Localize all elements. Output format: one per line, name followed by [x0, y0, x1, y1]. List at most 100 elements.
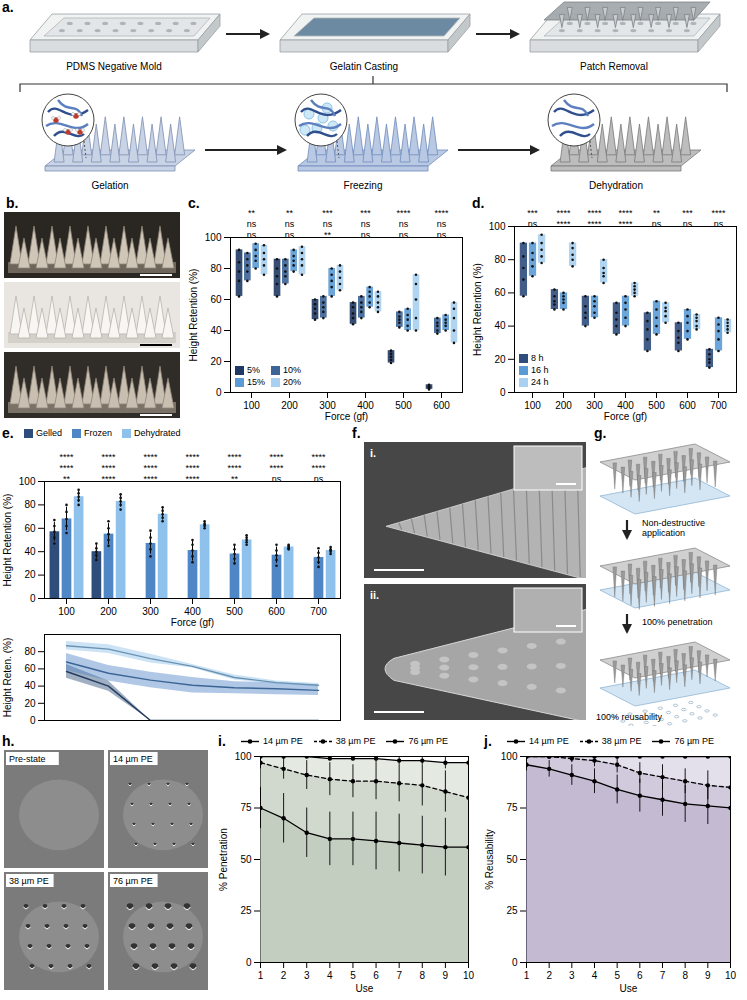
svg-text:****: **** — [185, 463, 200, 473]
svg-text:ns: ns — [652, 219, 662, 229]
svg-text:Force (gf): Force (gf) — [604, 411, 647, 422]
svg-text:6: 6 — [373, 970, 379, 981]
svg-text:****: **** — [59, 463, 74, 473]
svg-text:**: ** — [324, 230, 332, 240]
svg-text:ns: ns — [399, 230, 409, 240]
svg-text:**: ** — [653, 208, 661, 218]
svg-text:20: 20 — [494, 354, 506, 365]
svg-text:ns: ns — [437, 230, 447, 240]
svg-text:Use: Use — [620, 983, 638, 994]
svg-text:****: **** — [185, 474, 200, 484]
svg-text:2: 2 — [546, 970, 552, 981]
svg-text:20: 20 — [24, 698, 36, 709]
svg-text:76 µm PE: 76 µm PE — [113, 876, 153, 886]
svg-text:****: **** — [101, 474, 116, 484]
svg-text:***: *** — [322, 208, 333, 218]
svg-text:8: 8 — [419, 970, 425, 981]
svg-text:5: 5 — [614, 970, 620, 981]
svg-text:100: 100 — [243, 400, 260, 411]
svg-text:****: **** — [711, 208, 726, 218]
svg-text:****: **** — [434, 208, 449, 218]
svg-text:100: 100 — [58, 606, 75, 617]
svg-text:**: ** — [231, 474, 239, 484]
svg-text:****: **** — [227, 452, 242, 462]
svg-text:1: 1 — [258, 970, 264, 981]
svg-text:****: **** — [59, 452, 74, 462]
svg-text:Force (gf): Force (gf) — [171, 617, 214, 628]
svg-text:75: 75 — [240, 802, 252, 813]
svg-text:0: 0 — [216, 387, 222, 398]
svg-text:100: 100 — [19, 476, 36, 487]
svg-text:****: **** — [311, 452, 326, 462]
svg-text:40: 40 — [24, 680, 36, 691]
svg-text:Height Reten. (%): Height Reten. (%) — [2, 638, 13, 717]
svg-text:600: 600 — [679, 400, 696, 411]
svg-text:***: *** — [527, 208, 538, 218]
svg-text:0: 0 — [30, 715, 36, 726]
svg-text:ii.: ii. — [370, 589, 379, 601]
svg-text:% Penetration: % Penetration — [218, 828, 229, 891]
svg-text:Pre-state: Pre-state — [9, 754, 46, 764]
svg-text:ns: ns — [285, 230, 295, 240]
svg-text:9: 9 — [443, 970, 449, 981]
svg-text:20: 20 — [24, 569, 36, 580]
svg-text:Gelation: Gelation — [91, 180, 128, 191]
svg-text:Gelatin Casting: Gelatin Casting — [330, 61, 398, 72]
svg-text:ns: ns — [314, 474, 324, 484]
svg-text:100% penetration: 100% penetration — [642, 617, 713, 627]
svg-text:****: **** — [143, 452, 158, 462]
svg-text:**: ** — [286, 208, 294, 218]
svg-text:80: 80 — [24, 646, 36, 657]
svg-text:300: 300 — [142, 606, 159, 617]
svg-text:0: 0 — [246, 957, 252, 968]
svg-text:60: 60 — [494, 287, 506, 298]
svg-text:100: 100 — [235, 751, 252, 762]
svg-text:***: *** — [360, 208, 371, 218]
svg-text:500: 500 — [226, 606, 243, 617]
svg-text:Dehydration: Dehydration — [589, 180, 643, 191]
svg-text:80: 80 — [494, 254, 506, 265]
svg-text:7: 7 — [660, 970, 666, 981]
svg-text:600: 600 — [268, 606, 285, 617]
svg-text:ns: ns — [361, 230, 371, 240]
svg-text:700: 700 — [310, 606, 327, 617]
svg-text:8: 8 — [682, 970, 688, 981]
svg-text:ns: ns — [323, 219, 333, 229]
svg-text:Height Retention (%): Height Retention (%) — [472, 263, 483, 356]
svg-text:Non-destructiveapplication: Non-destructiveapplication — [642, 518, 705, 538]
svg-text:25: 25 — [240, 905, 252, 916]
svg-text:600: 600 — [433, 400, 450, 411]
svg-text:25: 25 — [506, 905, 518, 916]
svg-text:****: **** — [185, 452, 200, 462]
svg-text:10: 10 — [725, 970, 737, 981]
svg-text:60: 60 — [210, 294, 222, 305]
svg-text:700: 700 — [710, 400, 727, 411]
svg-text:PDMS Negative Mold: PDMS Negative Mold — [66, 61, 162, 72]
svg-text:400: 400 — [184, 606, 201, 617]
svg-text:500: 500 — [395, 400, 412, 411]
svg-text:ns: ns — [714, 219, 724, 229]
svg-text:ns: ns — [683, 219, 693, 229]
svg-text:****: **** — [618, 219, 633, 229]
svg-text:ns: ns — [361, 219, 371, 229]
svg-text:ns: ns — [437, 219, 447, 229]
svg-text:7: 7 — [396, 970, 402, 981]
svg-text:400: 400 — [617, 400, 634, 411]
svg-text:Use: Use — [356, 983, 374, 994]
svg-text:****: **** — [269, 452, 284, 462]
svg-text:40: 40 — [24, 546, 36, 557]
svg-text:75: 75 — [506, 802, 518, 813]
svg-text:4: 4 — [592, 970, 598, 981]
svg-text:ns: ns — [285, 219, 295, 229]
svg-text:ns: ns — [247, 219, 257, 229]
svg-text:**: ** — [63, 474, 71, 484]
svg-text:****: **** — [143, 463, 158, 473]
svg-text:****: **** — [269, 463, 284, 473]
svg-text:40: 40 — [210, 325, 222, 336]
svg-text:ns: ns — [272, 474, 282, 484]
svg-text:****: **** — [101, 452, 116, 462]
svg-text:14 µm PE: 14 µm PE — [113, 754, 153, 764]
svg-text:38 µm PE: 38 µm PE — [9, 876, 49, 886]
svg-text:****: **** — [311, 463, 326, 473]
svg-text:Force (gf): Force (gf) — [325, 411, 368, 422]
